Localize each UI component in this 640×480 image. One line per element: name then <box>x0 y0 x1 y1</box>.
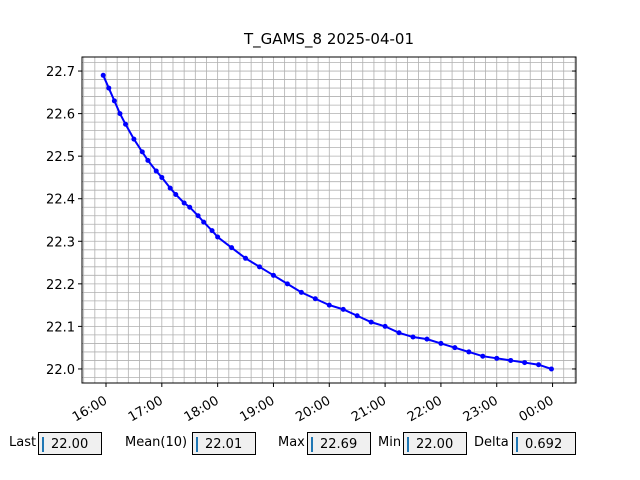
marker <box>522 360 528 366</box>
marker <box>243 255 249 261</box>
marker <box>284 281 290 287</box>
marker <box>480 353 486 359</box>
y-tick-label: 22.1 <box>46 320 75 335</box>
marker <box>508 357 514 363</box>
marker <box>123 121 129 127</box>
marker <box>270 272 276 278</box>
marker <box>106 85 112 91</box>
marker <box>111 98 117 104</box>
x-tick-label: 18:00 <box>182 393 222 425</box>
marker <box>131 136 137 142</box>
field-label: Last <box>9 435 37 450</box>
x-tick-label: 19:00 <box>238 393 278 425</box>
marker <box>438 340 444 346</box>
marker <box>187 204 193 210</box>
chart: T_GAMS_8 2025-04-01 22.0 22.1 22.2 22.3 22.4… <box>46 30 577 425</box>
marker <box>298 289 304 295</box>
x-tick-label: 16:00 <box>70 393 110 425</box>
marker <box>354 313 360 319</box>
y-tick-label: 22.2 <box>46 278 75 293</box>
x-tick-label: 17:00 <box>126 393 166 425</box>
y-tick-label: 22.6 <box>46 108 75 123</box>
x-tick-label: 23:00 <box>461 393 501 425</box>
marker <box>368 319 374 325</box>
marker <box>201 219 207 225</box>
marker <box>181 200 187 206</box>
y-tick-label: 22.3 <box>46 235 75 250</box>
marker <box>466 349 472 355</box>
field-value[interactable]: 22.00 <box>403 432 467 455</box>
field-value[interactable]: 22.01 <box>192 432 256 455</box>
field-value[interactable]: 22.69 <box>307 432 371 455</box>
marker <box>117 111 123 117</box>
marker <box>145 157 151 163</box>
marker <box>229 245 235 251</box>
marker <box>536 362 542 368</box>
field-label: Delta <box>474 435 509 450</box>
y-tick-label: 22.0 <box>46 363 75 378</box>
marker <box>312 296 318 302</box>
y-tick-label: 22.5 <box>46 150 75 165</box>
marker <box>209 228 215 234</box>
x-tick-label: 22:00 <box>405 393 445 425</box>
y-tick-label: 22.4 <box>46 193 75 208</box>
marker <box>153 168 159 174</box>
marker <box>159 174 165 180</box>
marker <box>548 366 554 372</box>
chart-title: T_GAMS_8 2025-04-01 <box>243 30 414 49</box>
marker <box>257 264 263 270</box>
y-tick-label: 22.7 <box>46 65 75 80</box>
x-tick-label: 00:00 <box>517 393 557 425</box>
marker <box>215 234 221 240</box>
marker <box>167 185 173 191</box>
field-label: Max <box>278 435 305 450</box>
field-label: Min <box>378 435 402 450</box>
marker <box>452 345 458 351</box>
x-tick-label: 20:00 <box>293 393 333 425</box>
marker <box>410 334 416 340</box>
field-label: Mean(10) <box>125 435 188 450</box>
marker <box>396 330 402 336</box>
marker <box>494 355 500 361</box>
line <box>102 74 552 370</box>
marker <box>139 149 145 155</box>
marker <box>382 323 388 329</box>
plot-frame <box>81 56 577 384</box>
marker <box>424 336 430 342</box>
field-value[interactable]: 0.692 <box>512 432 576 455</box>
marker <box>173 191 179 197</box>
x-tick-label: 21:00 <box>349 393 389 425</box>
marker <box>340 306 346 312</box>
marker <box>195 213 201 219</box>
marker <box>100 72 106 78</box>
marker <box>326 302 332 308</box>
field-value[interactable]: 22.00 <box>38 432 102 455</box>
